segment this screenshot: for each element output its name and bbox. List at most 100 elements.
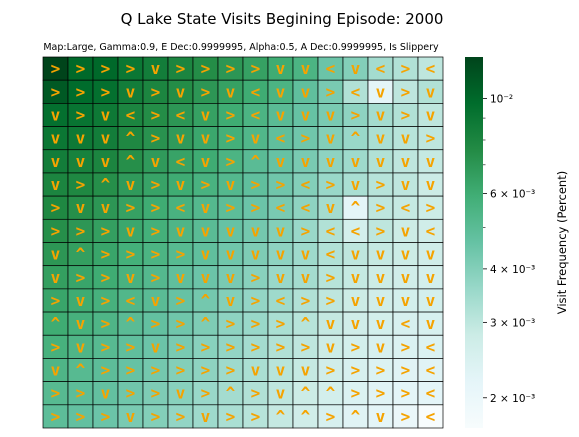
action-arrow-r2-c13: v: [376, 105, 386, 124]
action-arrow-r5-c4: >: [151, 175, 161, 194]
action-arrow-r10-c15: v: [426, 291, 436, 310]
action-arrow-r14-c8: >: [251, 384, 261, 403]
action-arrow-r1-c2: >: [101, 82, 111, 101]
action-arrow-r8-c1: ^: [76, 245, 86, 264]
action-arrow-r15-c15: <: [426, 407, 436, 426]
action-arrow-r10-c14: v: [401, 291, 411, 310]
action-arrow-r4-c14: v: [401, 152, 411, 171]
action-arrow-r0-c15: <: [426, 59, 436, 78]
action-arrow-r14-c2: v: [101, 384, 111, 403]
action-arrow-r8-c3: >: [126, 245, 136, 264]
action-arrow-r6-c9: <: [276, 198, 286, 217]
action-arrow-r9-c15: v: [426, 268, 436, 287]
action-arrow-r9-c14: v: [401, 268, 411, 287]
action-arrow-r14-c13: >: [376, 384, 386, 403]
action-arrow-r14-c12: >: [351, 384, 361, 403]
action-arrow-r13-c11: >: [326, 361, 336, 380]
action-arrow-r8-c15: v: [426, 245, 436, 264]
action-arrow-r11-c7: >: [226, 314, 236, 333]
action-arrow-r9-c4: >: [151, 268, 161, 287]
action-arrow-r8-c0: v: [51, 245, 61, 264]
action-arrow-r14-c14: >: [401, 384, 411, 403]
action-arrow-r5-c13: >: [376, 175, 386, 194]
action-arrow-r15-c8: >: [251, 407, 261, 426]
action-arrow-r3-c6: v: [201, 129, 211, 148]
action-arrow-r15-c2: >: [101, 407, 111, 426]
action-arrow-r9-c5: v: [176, 268, 186, 287]
action-arrow-r7-c9: v: [276, 221, 286, 240]
action-arrow-r8-c9: v: [276, 245, 286, 264]
action-arrow-r11-c0: ^: [51, 314, 61, 333]
action-arrow-r0-c8: >: [251, 59, 261, 78]
colorbar-gradient: [465, 57, 483, 428]
action-arrow-r4-c7: >: [226, 152, 236, 171]
action-arrow-r2-c4: >: [151, 105, 161, 124]
action-arrow-r14-c7: ^: [226, 384, 236, 403]
action-arrow-r6-c11: v: [326, 198, 336, 217]
action-arrow-r10-c2: >: [101, 291, 111, 310]
action-arrow-r4-c8: ^: [251, 152, 261, 171]
action-arrow-r2-c5: <: [176, 105, 186, 124]
action-arrow-r4-c1: v: [76, 152, 86, 171]
colorbar-label: Visit Frequency (Percent): [555, 171, 569, 314]
action-arrow-r11-c4: >: [151, 314, 161, 333]
action-arrow-r6-c1: v: [76, 198, 86, 217]
action-arrow-r12-c1: v: [76, 337, 86, 356]
action-arrow-r3-c7: >: [226, 129, 236, 148]
colorbar-ticks: 10⁻² 6 × 10⁻³ 4 × 10⁻³ 3 × 10⁻³ 2 × 10⁻³: [483, 93, 535, 405]
action-arrow-r12-c13: v: [376, 337, 386, 356]
action-arrow-r7-c7: v: [226, 221, 236, 240]
action-arrow-r7-c0: >: [51, 221, 61, 240]
action-arrow-r2-c15: v: [426, 105, 436, 124]
action-arrow-r7-c13: >: [376, 221, 386, 240]
action-arrow-r9-c11: >: [326, 268, 336, 287]
action-arrow-r14-c15: <: [426, 384, 436, 403]
action-arrow-r10-c1: v: [76, 291, 86, 310]
action-arrow-r8-c11: <: [326, 245, 336, 264]
action-arrow-r7-c8: v: [251, 221, 261, 240]
action-arrow-r15-c11: >: [326, 407, 336, 426]
action-arrow-r3-c8: v: [251, 129, 261, 148]
action-arrow-r15-c10: ^: [301, 407, 311, 426]
action-arrow-r15-c12: ^: [351, 407, 361, 426]
action-arrow-r12-c9: >: [276, 337, 286, 356]
action-arrow-r7-c3: v: [126, 221, 136, 240]
action-arrow-r4-c2: v: [101, 152, 111, 171]
action-arrow-r6-c12: ^: [351, 198, 361, 217]
action-arrow-r15-c3: v: [126, 407, 136, 426]
action-arrow-r11-c11: v: [326, 314, 336, 333]
action-arrows: > > > > v > > > > v v < v < > <> > > v > v > v < v v > < v > vv > v < > < v >…: [51, 59, 436, 426]
action-arrow-r12-c12: >: [351, 337, 361, 356]
action-arrow-r1-c13: v: [376, 82, 386, 101]
action-arrow-r2-c1: >: [76, 105, 86, 124]
action-arrow-r4-c0: v: [51, 152, 61, 171]
action-arrow-r2-c9: v: [276, 105, 286, 124]
action-arrow-r11-c13: v: [376, 314, 386, 333]
action-arrow-r5-c8: >: [251, 175, 261, 194]
action-arrow-r6-c2: v: [101, 198, 111, 217]
action-arrow-r12-c8: >: [251, 337, 261, 356]
action-arrow-r0-c9: v: [276, 59, 286, 78]
action-arrow-r15-c0: >: [51, 407, 61, 426]
action-arrow-r2-c8: <: [251, 105, 261, 124]
action-arrow-r14-c5: v: [176, 384, 186, 403]
action-arrow-r7-c12: <: [351, 221, 361, 240]
action-arrow-r9-c1: >: [76, 268, 86, 287]
action-arrow-r1-c0: >: [51, 82, 61, 101]
heatmap-cell-r15-c15: [417, 404, 444, 429]
action-arrow-r2-c14: >: [401, 105, 411, 124]
action-arrow-r14-c6: >: [201, 384, 211, 403]
action-arrow-r8-c8: v: [251, 245, 261, 264]
action-arrow-r7-c6: v: [201, 221, 211, 240]
action-arrow-r13-c4: >: [151, 361, 161, 380]
action-arrow-r5-c15: v: [426, 175, 436, 194]
action-arrow-r14-c0: >: [51, 384, 61, 403]
action-arrow-r10-c4: v: [151, 291, 161, 310]
action-arrow-r13-c3: >: [126, 361, 136, 380]
action-arrow-r8-c6: v: [201, 245, 211, 264]
action-arrow-r9-c9: v: [276, 268, 286, 287]
action-arrow-r15-c13: v: [376, 407, 386, 426]
action-arrow-r0-c6: >: [201, 59, 211, 78]
action-arrow-r1-c7: v: [226, 82, 236, 101]
action-arrow-r5-c11: >: [326, 175, 336, 194]
